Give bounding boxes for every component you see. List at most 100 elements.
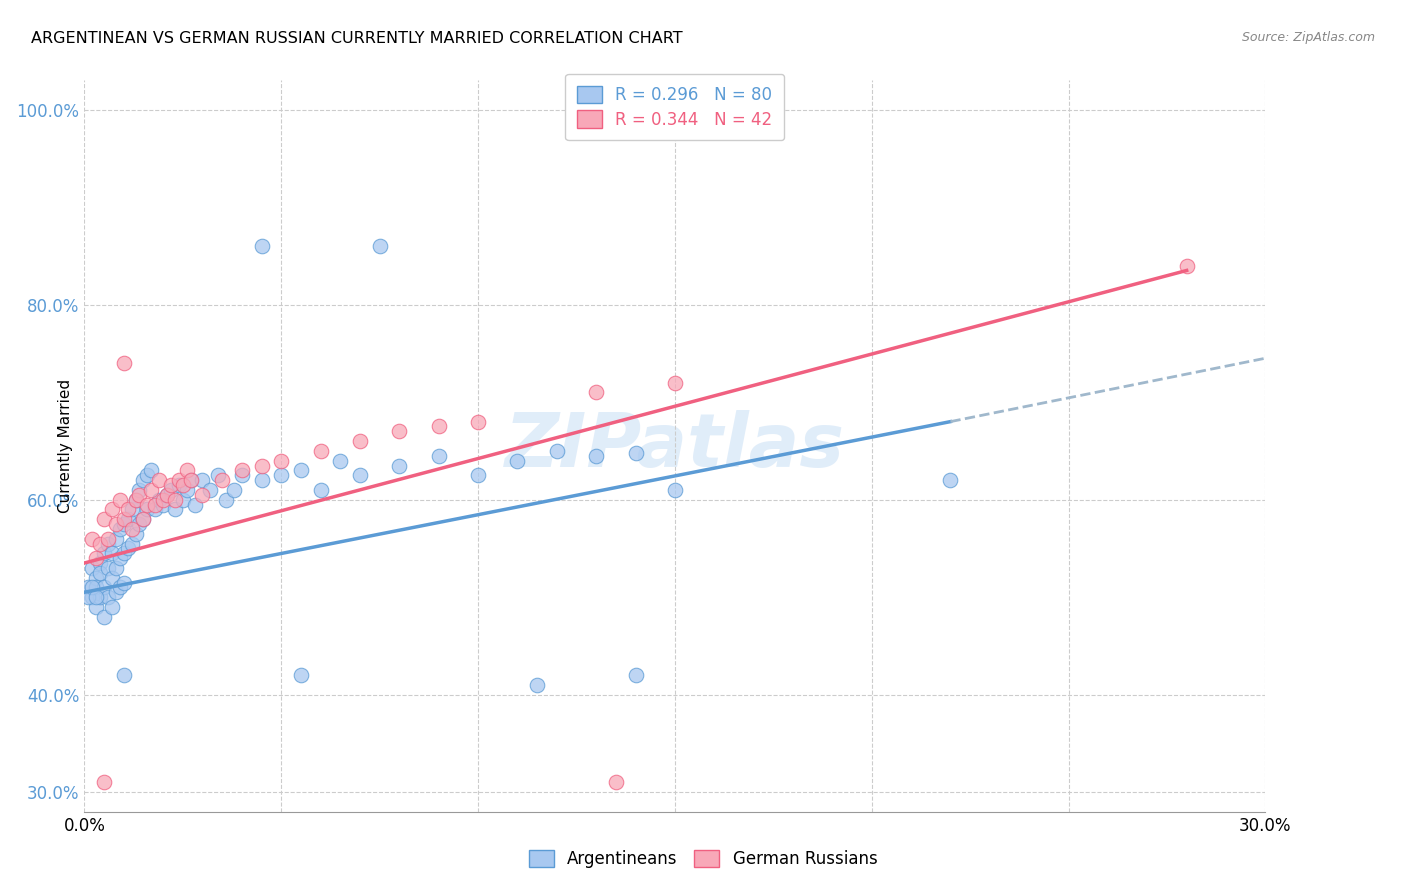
Point <box>132 512 155 526</box>
Point <box>128 483 150 497</box>
Point <box>93 775 115 789</box>
Y-axis label: Currently Married: Currently Married <box>58 379 73 513</box>
Point <box>605 775 627 789</box>
Point <box>124 492 146 507</box>
Point <box>141 483 163 497</box>
Point <box>664 376 686 390</box>
Point <box>250 239 273 253</box>
Point <box>112 575 135 590</box>
Point <box>143 498 166 512</box>
Text: ZIPatlas: ZIPatlas <box>505 409 845 483</box>
Point <box>89 536 111 550</box>
Point <box>84 599 107 614</box>
Point <box>427 419 450 434</box>
Point <box>215 492 238 507</box>
Point <box>388 458 411 473</box>
Point <box>526 678 548 692</box>
Text: ARGENTINEAN VS GERMAN RUSSIAN CURRENTLY MARRIED CORRELATION CHART: ARGENTINEAN VS GERMAN RUSSIAN CURRENTLY … <box>31 31 682 46</box>
Point <box>97 561 120 575</box>
Point <box>148 492 170 507</box>
Point <box>270 468 292 483</box>
Point <box>101 546 124 560</box>
Point <box>349 468 371 483</box>
Point <box>124 526 146 541</box>
Point <box>290 463 312 477</box>
Point <box>93 581 115 595</box>
Point <box>143 502 166 516</box>
Point <box>160 478 183 492</box>
Point <box>172 478 194 492</box>
Point <box>329 453 352 467</box>
Point <box>506 453 529 467</box>
Point <box>84 581 107 595</box>
Point <box>309 483 332 497</box>
Point <box>128 488 150 502</box>
Point <box>108 551 131 566</box>
Point <box>117 502 139 516</box>
Point <box>211 473 233 487</box>
Point <box>664 483 686 497</box>
Point <box>93 609 115 624</box>
Point <box>77 590 100 604</box>
Point <box>231 463 253 477</box>
Point <box>77 581 100 595</box>
Point <box>152 492 174 507</box>
Point <box>290 668 312 682</box>
Point <box>112 668 135 682</box>
Point <box>176 463 198 477</box>
Point <box>939 473 962 487</box>
Point <box>191 488 214 502</box>
Point <box>128 516 150 531</box>
Point <box>97 536 120 550</box>
Point <box>467 468 489 483</box>
Point <box>152 498 174 512</box>
Point <box>112 512 135 526</box>
Point <box>89 566 111 580</box>
Point <box>148 473 170 487</box>
Point <box>180 473 202 487</box>
Point <box>180 473 202 487</box>
Point <box>82 590 104 604</box>
Point <box>112 516 135 531</box>
Legend: R = 0.296   N = 80, R = 0.344   N = 42: R = 0.296 N = 80, R = 0.344 N = 42 <box>565 74 785 140</box>
Text: Source: ZipAtlas.com: Source: ZipAtlas.com <box>1241 31 1375 45</box>
Point <box>117 541 139 556</box>
Point <box>84 551 107 566</box>
Point <box>89 590 111 604</box>
Point <box>82 581 104 595</box>
Point <box>117 512 139 526</box>
Point <box>89 556 111 570</box>
Point <box>112 356 135 370</box>
Point <box>183 498 205 512</box>
Point <box>222 483 245 497</box>
Point <box>104 532 127 546</box>
Point <box>160 483 183 497</box>
Point <box>136 498 159 512</box>
Point <box>349 434 371 449</box>
Point <box>156 488 179 502</box>
Point <box>82 561 104 575</box>
Point <box>176 483 198 497</box>
Point <box>207 468 229 483</box>
Point <box>136 502 159 516</box>
Point <box>156 488 179 502</box>
Point <box>191 473 214 487</box>
Point <box>167 473 190 487</box>
Point <box>104 585 127 599</box>
Point <box>368 239 391 253</box>
Point <box>163 492 186 507</box>
Point <box>388 425 411 439</box>
Point <box>172 492 194 507</box>
Point <box>104 561 127 575</box>
Point <box>84 590 107 604</box>
Point <box>121 502 143 516</box>
Point <box>467 415 489 429</box>
Legend: Argentineans, German Russians: Argentineans, German Russians <box>522 843 884 875</box>
Point <box>97 532 120 546</box>
Point <box>101 571 124 585</box>
Point <box>112 546 135 560</box>
Point <box>163 502 186 516</box>
Point <box>624 446 647 460</box>
Point <box>82 532 104 546</box>
Point <box>141 463 163 477</box>
